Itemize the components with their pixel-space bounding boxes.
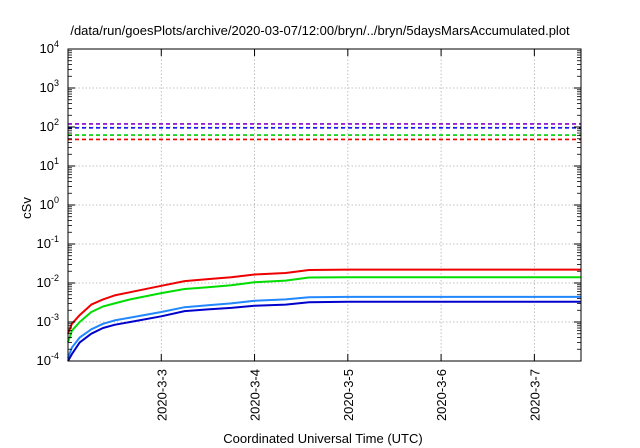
y-tick-label: 103 [40, 78, 59, 95]
y-tick-label: 10-1 [37, 234, 59, 251]
axis-ticks [68, 48, 581, 362]
y-tick-label: 102 [40, 117, 59, 134]
x-tick-label: 2020-3-7 [527, 369, 542, 421]
y-tick-label: 10-3 [37, 312, 59, 329]
series-line [67, 268, 581, 335]
x-tick-labels: 2020-3-3 2020-3-4 2020-3-5 2020-3-6 2020-3-7 [154, 369, 542, 421]
series-line [67, 295, 581, 359]
series-line [67, 276, 581, 343]
y-tick-label: 104 [40, 39, 59, 56]
x-tick-label: 2020-3-5 [341, 369, 356, 421]
grid-lines [68, 49, 581, 361]
x-tick-label: 2020-3-4 [248, 369, 263, 421]
series-line [67, 300, 581, 362]
chart-title: /data/run/goesPlots/archive/2020-03-07/1… [70, 23, 570, 38]
y-axis-label: cSv [19, 197, 34, 219]
y-tick-label: 101 [40, 156, 59, 173]
y-tick-labels: 10-4 10-3 10-2 10-1 100 101 102 103 104 [37, 39, 59, 368]
x-tick-label: 2020-3-3 [154, 369, 169, 421]
y-tick-label: 100 [40, 195, 59, 212]
y-tick-label: 10-2 [37, 273, 59, 290]
data-series [67, 268, 581, 362]
y-tick-label: 10-4 [37, 351, 59, 368]
x-axis-label: Coordinated Universal Time (UTC) [223, 431, 422, 446]
threshold-lines [68, 123, 581, 141]
x-tick-label: 2020-3-6 [434, 369, 449, 421]
